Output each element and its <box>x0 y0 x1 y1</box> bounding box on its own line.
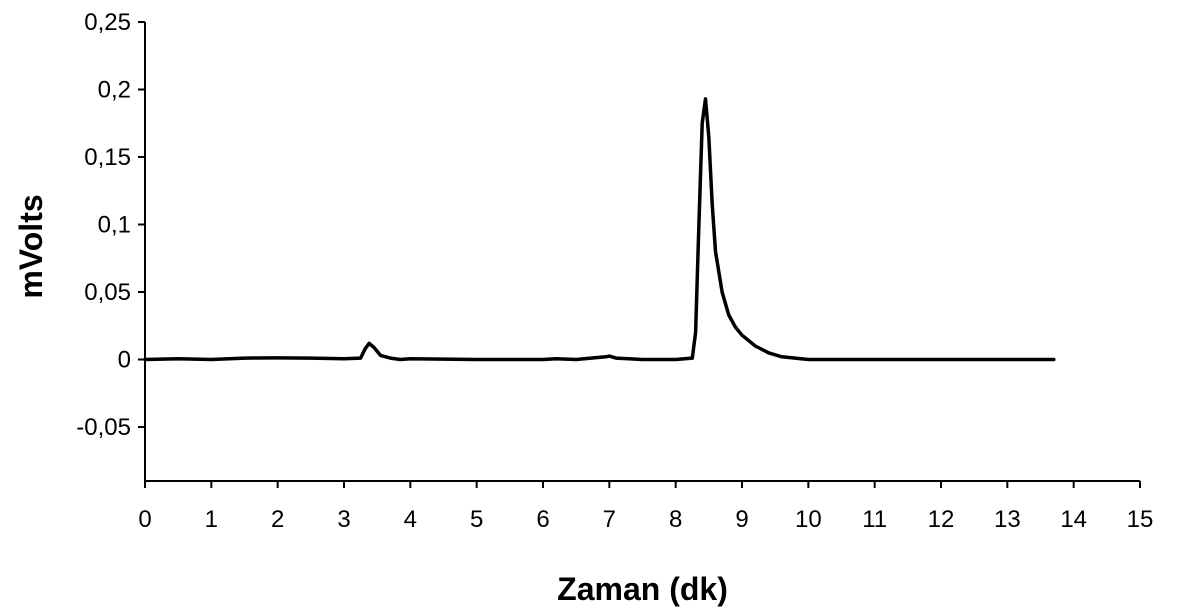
y-tick-label: 0,05 <box>84 279 131 306</box>
x-tick-label: 11 <box>862 506 887 533</box>
x-tick-label: 9 <box>735 506 748 533</box>
y-axis-title: mVolts <box>13 194 49 298</box>
x-tick-label: 6 <box>536 506 549 533</box>
x-tick-label: 5 <box>470 506 483 533</box>
y-tick-label: 0 <box>118 347 131 374</box>
series-line <box>143 97 1056 362</box>
ticks: 0,250,20,150,10,050-0,050 1 2 3 4 5 6 7 8 9 10 11 12… <box>76 9 1153 533</box>
y-tick-label: 0,15 <box>84 144 131 171</box>
x-tick-label: 4 <box>404 506 417 533</box>
x-tick-label: 3 <box>337 506 350 533</box>
x-tick-label: 8 <box>669 506 682 533</box>
axes <box>144 22 1140 482</box>
x-axis-title: Zaman (dk) <box>557 571 728 607</box>
x-tick-label: 7 <box>603 506 616 533</box>
x-tick-label: 13 <box>994 506 1021 533</box>
y-tick-label: -0,05 <box>76 414 131 441</box>
x-tick-label: 12 <box>928 506 955 533</box>
x-tick-label: 2 <box>271 506 284 533</box>
x-tick-label: 10 <box>795 506 822 533</box>
y-tick-label: 0,25 <box>84 9 131 36</box>
y-tick-label: 0,2 <box>98 77 131 104</box>
y-tick-label: 0,1 <box>98 212 131 239</box>
x-tick-label: 14 <box>1060 506 1087 533</box>
x-tick-label: 0 <box>138 506 151 533</box>
x-tick-label: 15 <box>1127 506 1154 533</box>
x-tick-label: 1 <box>205 506 218 533</box>
series <box>143 97 1056 362</box>
